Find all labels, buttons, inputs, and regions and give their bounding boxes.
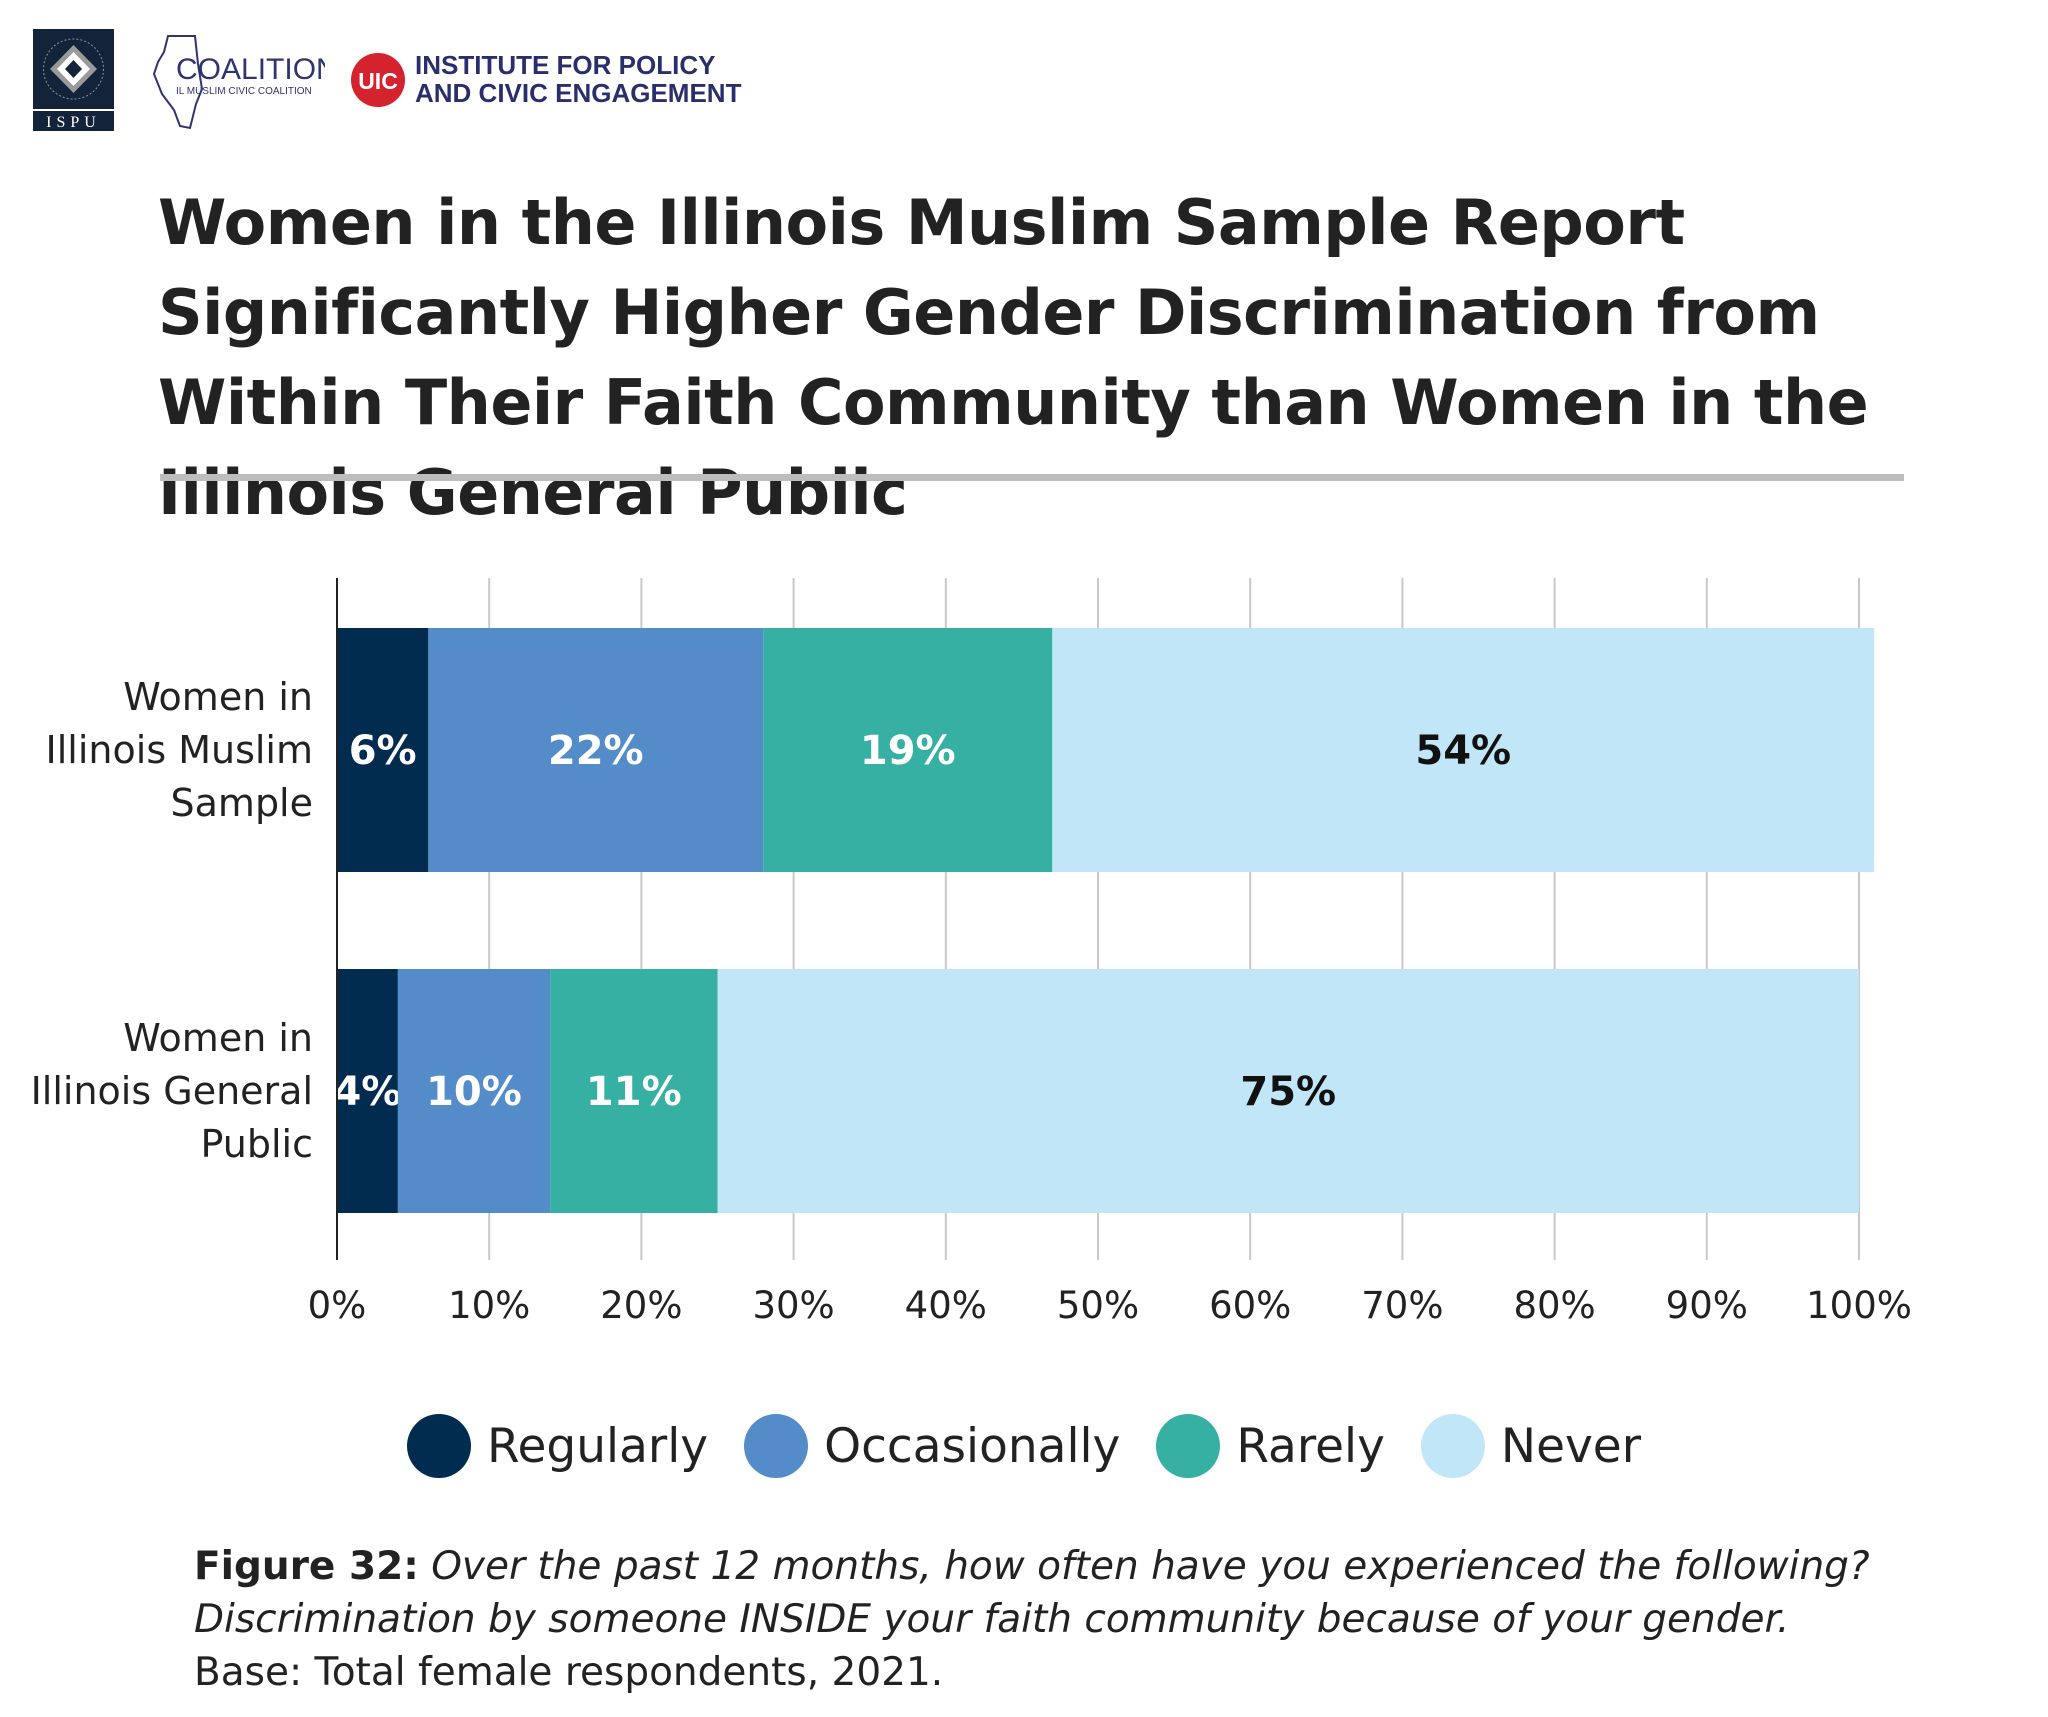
legend-label: Regularly xyxy=(486,1418,709,1474)
svg-text:COALITION: COALITION xyxy=(176,53,325,86)
category-label: Women in xyxy=(123,675,313,719)
title-divider xyxy=(160,474,1904,481)
bar-segment-rarely xyxy=(550,969,718,1213)
bar-segment-regularly xyxy=(337,969,398,1213)
data-label: 54% xyxy=(1415,728,1511,774)
caption-base: Base: Total female respondents, 2021. xyxy=(194,1650,944,1695)
figure-number: Figure 32: xyxy=(194,1544,419,1589)
category-label: Illinois General xyxy=(31,1069,313,1113)
svg-text:IL MUSLIM CIVIC COALITION: IL MUSLIM CIVIC COALITION xyxy=(176,86,312,97)
category-label: Sample xyxy=(171,781,313,825)
data-label: 6% xyxy=(349,728,417,774)
coalition-logo: COALITION IL MUSLIM CIVIC COALITION xyxy=(150,34,338,130)
bar-segment-occasionally xyxy=(397,969,551,1213)
svg-text:INSTITUTE FOR POLICY: INSTITUTE FOR POLICY xyxy=(415,50,715,80)
svg-text:AND CIVIC ENGAGEMENT: AND CIVIC ENGAGEMENT xyxy=(415,78,742,108)
legend-item-regularly: Regularly xyxy=(406,1414,709,1478)
legend-item-occasionally: Occasionally xyxy=(744,1414,1120,1478)
x-tick-label: 70% xyxy=(1361,1284,1443,1327)
bar-segment-occasionally xyxy=(428,628,764,872)
x-tick-label: 50% xyxy=(1057,1284,1139,1327)
legend-label: Never xyxy=(1500,1418,1642,1474)
legend: Regularly Occasionally Rarely Never xyxy=(0,1414,2048,1478)
x-tick-label: 60% xyxy=(1209,1284,1291,1327)
legend-label: Occasionally xyxy=(824,1418,1121,1474)
svg-text:ISPU: ISPU xyxy=(46,114,101,131)
legend-item-never: Never xyxy=(1420,1414,1642,1478)
svg-text:UIC: UIC xyxy=(358,68,398,94)
bar-segment-rarely xyxy=(763,628,1053,872)
figure-caption: Figure 32: Over the past 12 months, how … xyxy=(194,1540,1994,1699)
uic-logo: UIC INSTITUTE FOR POLICY AND CIVIC ENGAG… xyxy=(350,50,770,110)
data-label: 19% xyxy=(860,728,956,774)
legend-label: Rarely xyxy=(1236,1418,1385,1474)
data-label: 4% xyxy=(333,1069,401,1115)
category-label: Public xyxy=(201,1122,313,1166)
data-label: 11% xyxy=(586,1069,682,1115)
x-tick-label: 40% xyxy=(905,1284,987,1327)
legend-swatch xyxy=(744,1414,809,1478)
x-tick-label: 100% xyxy=(1806,1284,1912,1327)
caption-question: Over the past 12 months, how often have … xyxy=(418,1544,1870,1589)
bar-segment-regularly xyxy=(337,628,429,872)
x-tick-label: 30% xyxy=(752,1284,834,1327)
category-label: Women in xyxy=(123,1016,313,1060)
data-label: 22% xyxy=(548,728,644,774)
x-tick-label: 80% xyxy=(1513,1284,1595,1327)
legend-swatch xyxy=(1420,1414,1485,1478)
ispu-logo: ISPU xyxy=(33,29,114,131)
chart-title: Women in the Illinois Muslim Sample Repo… xyxy=(158,186,1869,529)
data-label: 10% xyxy=(426,1069,522,1115)
category-label: Illinois Muslim xyxy=(46,728,313,772)
x-tick-label: 0% xyxy=(308,1284,367,1327)
bar-segment-never xyxy=(1052,628,1875,872)
bar-segment-never xyxy=(717,969,1859,1213)
data-label: 75% xyxy=(1240,1069,1336,1115)
legend-swatch xyxy=(406,1414,471,1478)
legend-item-rarely: Rarely xyxy=(1156,1414,1385,1478)
stacked-bar-chart: 0% 10% 20% 30% 40% 50% 60% 70% 80% 90% 100% 6% 22% 19… xyxy=(31,578,1912,1327)
x-tick-label: 20% xyxy=(600,1284,682,1327)
legend-swatch xyxy=(1156,1414,1221,1478)
x-tick-label: 10% xyxy=(448,1284,530,1327)
caption-line2: Discrimination by someone INSIDE your fa… xyxy=(194,1597,1790,1642)
x-tick-label: 90% xyxy=(1666,1284,1748,1327)
